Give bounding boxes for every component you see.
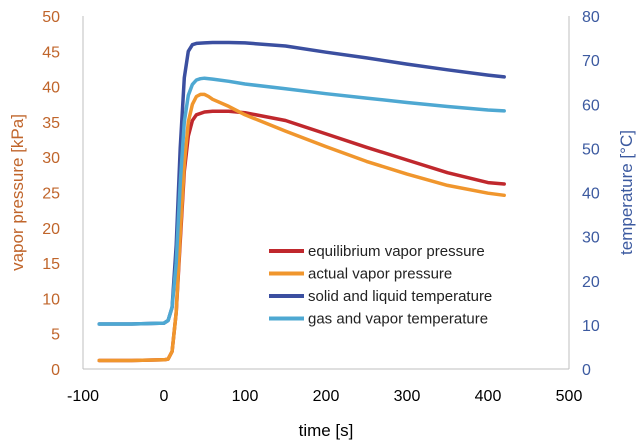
left-y-tick-label: 0 xyxy=(51,362,60,379)
left-y-tick-label: 45 xyxy=(42,44,60,61)
left-y-tick-label: 40 xyxy=(42,80,60,97)
right-axis-ticks: 0 10 20 30 40 50 60 70 80 xyxy=(582,9,600,379)
left-y-tick-label: 50 xyxy=(42,9,60,26)
x-tick-label: 300 xyxy=(394,388,421,405)
right-y-tick-label: 60 xyxy=(582,97,600,114)
series-line-gas-and-vapor-temperature xyxy=(97,76,506,326)
right-y-tick-label: 50 xyxy=(582,141,600,158)
left-axis-ticks: 0 5 10 15 20 25 30 35 40 45 50 xyxy=(42,9,60,379)
legend-label-solid-and-liquid-temperature: solid and liquid temperature xyxy=(308,288,492,305)
left-y-tick-label: 30 xyxy=(42,150,60,167)
x-axis-title: time [s] xyxy=(299,421,354,440)
plot-frame xyxy=(82,16,570,370)
x-tick-label: -100 xyxy=(67,388,99,405)
right-y-tick-label: 70 xyxy=(582,53,600,70)
left-axis-title: vapor pressure [kPa] xyxy=(8,114,27,271)
legend-label-equilibrium-vapor-pressure: equilibrium vapor pressure xyxy=(308,243,485,260)
x-axis-ticks: -100 0 100 200 300 400 500 xyxy=(67,388,582,405)
x-tick-label: 0 xyxy=(160,388,169,405)
right-y-tick-label: 30 xyxy=(582,230,600,247)
left-y-tick-label: 25 xyxy=(42,186,60,203)
x-tick-label: 200 xyxy=(313,388,340,405)
x-tick-label: 100 xyxy=(232,388,259,405)
series-line-actual-vapor-pressure xyxy=(97,92,506,363)
series-layer xyxy=(97,40,506,363)
right-y-tick-label: 10 xyxy=(582,318,600,335)
x-tick-label: 400 xyxy=(475,388,502,405)
right-y-tick-label: 80 xyxy=(582,9,600,26)
right-y-tick-label: 40 xyxy=(582,186,600,203)
left-y-tick-label: 10 xyxy=(42,291,60,308)
right-axis-title: temperature [°C] xyxy=(617,130,636,255)
left-y-tick-label: 35 xyxy=(42,115,60,132)
left-y-tick-label: 5 xyxy=(51,327,60,344)
left-y-tick-label: 20 xyxy=(42,221,60,238)
legend-label-gas-and-vapor-temperature: gas and vapor temperature xyxy=(308,311,488,328)
left-y-tick-label: 15 xyxy=(42,256,60,273)
legend-label-actual-vapor-pressure: actual vapor pressure xyxy=(308,266,452,283)
legend: equilibrium vapor pressure actual vapor p… xyxy=(269,243,492,328)
right-y-tick-label: 20 xyxy=(582,274,600,291)
x-tick-label: 500 xyxy=(556,388,583,405)
right-y-tick-label: 0 xyxy=(582,362,591,379)
